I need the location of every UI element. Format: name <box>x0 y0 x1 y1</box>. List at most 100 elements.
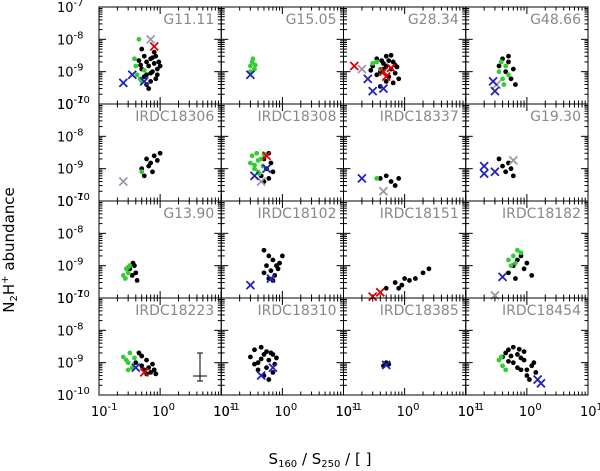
data-point-black <box>516 346 522 352</box>
data-point-black <box>392 183 398 188</box>
data-point-blue-x <box>245 280 256 290</box>
data-point-black <box>503 69 509 75</box>
y-tick-label: 10-8 <box>57 127 84 145</box>
data-point-black <box>510 360 516 366</box>
data-point-blue-x <box>378 83 389 94</box>
data-point-black <box>151 49 157 55</box>
data-point-black <box>412 276 418 281</box>
panel-label: IRDC18308 <box>258 109 337 125</box>
panel-irdc18385: IRDC18385 <box>343 297 467 396</box>
data-point-black <box>136 58 142 63</box>
x-tick-label: 100 <box>274 402 297 420</box>
panel-label: IRDC18306 <box>135 109 214 125</box>
series-blue <box>256 363 278 381</box>
data-point-black <box>148 70 154 76</box>
data-point-black <box>396 76 402 82</box>
data-point-black <box>151 61 157 66</box>
data-point-green <box>248 160 253 166</box>
data-point-blue-x <box>536 378 546 388</box>
data-point-black <box>388 52 394 58</box>
data-point-green <box>250 56 256 62</box>
x-tick-label: 10-1 <box>336 402 363 420</box>
data-point-blue-x <box>245 70 256 80</box>
series-gray <box>378 186 389 196</box>
data-point-black <box>151 153 157 159</box>
data-point-black <box>146 86 152 91</box>
series-blue <box>118 70 149 88</box>
series-green <box>120 263 133 281</box>
series-red <box>349 61 396 82</box>
data-point-black <box>148 78 154 84</box>
data-point-red-x <box>386 63 396 73</box>
data-point-green <box>503 63 509 69</box>
data-point-gray-x <box>146 34 156 44</box>
panel-g11-11: G11.11 <box>98 6 222 105</box>
series-blue <box>245 273 276 290</box>
data-point-black <box>407 278 412 283</box>
data-point-black <box>508 353 514 359</box>
data-point-black <box>510 344 516 350</box>
data-point-red-x <box>368 292 378 302</box>
data-point-black <box>506 53 511 59</box>
data-point-green <box>127 350 133 356</box>
data-point-black <box>496 156 502 162</box>
data-point-blue-x <box>488 76 498 87</box>
panel-ticks <box>465 103 589 202</box>
y-tick-label: 10-10 <box>57 386 90 404</box>
series-blue <box>131 363 141 373</box>
data-point-black <box>157 63 163 69</box>
data-point-black <box>139 46 145 52</box>
data-point-black <box>144 357 149 363</box>
data-point-green <box>122 276 128 281</box>
series-blue <box>249 164 272 181</box>
data-point-gray-x <box>508 155 518 166</box>
y-tick-label: 10-8 <box>57 30 84 48</box>
x-tick-label: 10-1 <box>213 402 240 420</box>
data-point-black <box>420 270 426 276</box>
series-gray <box>508 155 518 166</box>
data-point-black <box>402 276 408 281</box>
data-point-green <box>515 247 520 253</box>
series-black <box>377 173 402 188</box>
x-tick-label: 101 <box>580 402 600 420</box>
data-point-green <box>132 56 137 62</box>
panel-label: IRDC18151 <box>380 206 459 222</box>
data-point-black <box>150 361 155 367</box>
data-point-black <box>506 358 511 364</box>
data-point-blue-x <box>368 86 378 96</box>
data-point-black <box>383 53 389 59</box>
data-point-black <box>153 371 159 377</box>
data-point-black <box>258 344 264 350</box>
data-point-black <box>154 158 160 163</box>
data-point-black <box>524 367 530 373</box>
data-point-green <box>139 169 145 175</box>
x-tick-label: 100 <box>152 402 175 420</box>
data-point-green <box>500 76 505 82</box>
data-point-black <box>392 280 398 285</box>
data-point-black <box>274 355 279 361</box>
panel-irdc18454: IRDC18454 <box>465 297 589 396</box>
series-gray <box>357 64 367 74</box>
data-point-gray-x <box>378 186 389 196</box>
data-point-green <box>252 166 257 172</box>
series-blue <box>381 360 391 370</box>
data-point-green <box>374 59 380 65</box>
series-blue <box>497 272 508 282</box>
series-black <box>139 150 163 179</box>
data-point-black <box>252 347 257 353</box>
data-point-red-x <box>261 151 272 161</box>
panel-label: G19.30 <box>530 109 581 125</box>
data-point-black <box>506 270 511 276</box>
data-point-blue-x <box>127 70 137 80</box>
data-point-green <box>249 153 255 159</box>
y-tick-label: 10-8 <box>57 321 84 339</box>
y-tick-label: 10-7 <box>57 0 84 16</box>
data-point-green <box>252 162 257 168</box>
panel-ticks <box>98 6 222 105</box>
series-black <box>136 46 163 91</box>
data-point-green <box>141 67 147 73</box>
data-point-black <box>377 175 383 181</box>
data-point-black <box>148 369 154 375</box>
error-bar-indicator <box>193 352 207 382</box>
data-point-blue-x <box>479 161 489 171</box>
